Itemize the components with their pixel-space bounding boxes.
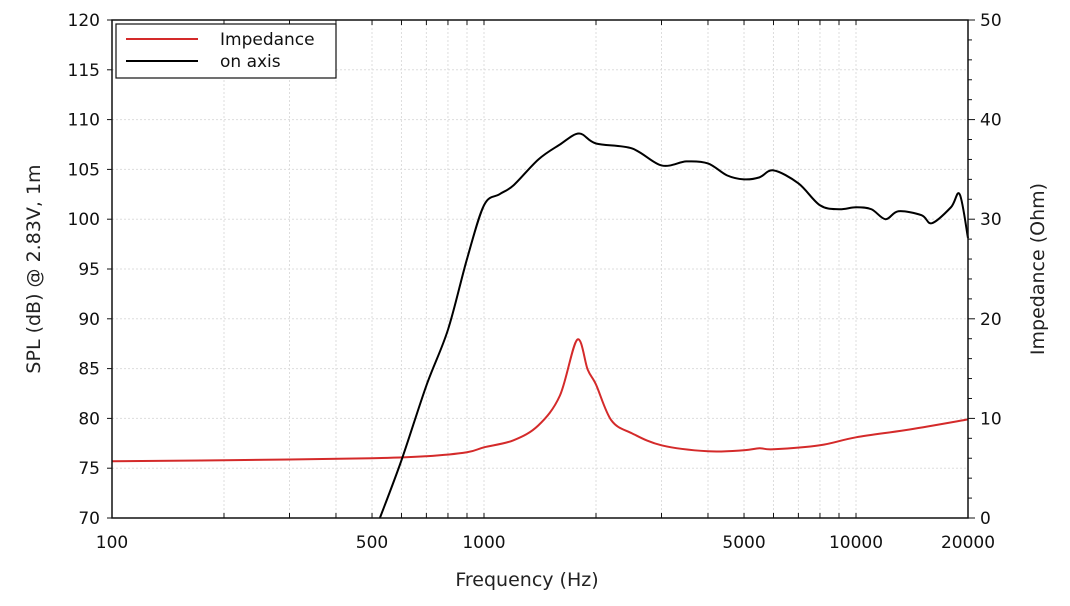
series-layer	[111, 132, 969, 519]
y2-tick-label: 30	[980, 210, 1002, 230]
y-tick-label: 120	[68, 11, 100, 31]
legend-label-on-axis: on axis	[220, 52, 281, 72]
y-tick-label: 95	[78, 260, 100, 280]
y2-tick-label: 40	[980, 111, 1002, 131]
y2-axis-label: Impedance (Ohm)	[1027, 183, 1049, 355]
legend-label-impedance: Impedance	[220, 30, 315, 50]
y-tick-label: 80	[78, 409, 100, 429]
y-tick-label: 105	[68, 160, 100, 180]
x-tick-label: 1000	[462, 533, 505, 553]
x-tick-label: 500	[356, 533, 388, 553]
y-tick-label: 70	[78, 509, 100, 529]
y-axis-label: SPL (dB) @ 2.83V, 1m	[23, 164, 45, 373]
x-tick-label: 20000	[941, 533, 995, 553]
y2-tick-label: 10	[980, 409, 1002, 429]
x-tick-label: 100	[96, 533, 128, 553]
ticks: 70 75 80 85 90 95 100 105 110 115 120 0 10 20 30 40 50 10…	[68, 11, 1002, 553]
y-tick-label: 75	[78, 459, 100, 479]
x-axis-label: Frequency (Hz)	[455, 569, 598, 591]
y-tick-label: 100	[68, 210, 100, 230]
y-tick-label: 115	[68, 61, 100, 81]
x-tick-label: 10000	[829, 533, 883, 553]
y-tick-label: 110	[68, 111, 100, 131]
y-tick-label: 90	[78, 310, 100, 330]
legend-box	[115, 23, 337, 79]
legend: Impedance on axis	[115, 23, 337, 79]
grid	[111, 19, 969, 519]
x-tick-label: 5000	[722, 533, 765, 553]
series-line-impedance	[111, 338, 969, 463]
y-tick-label: 85	[78, 360, 100, 380]
y2-tick-label: 50	[980, 11, 1002, 31]
series-line-on-axis	[378, 132, 969, 519]
y2-tick-label: 0	[980, 509, 991, 529]
y2-tick-label: 20	[980, 310, 1002, 330]
